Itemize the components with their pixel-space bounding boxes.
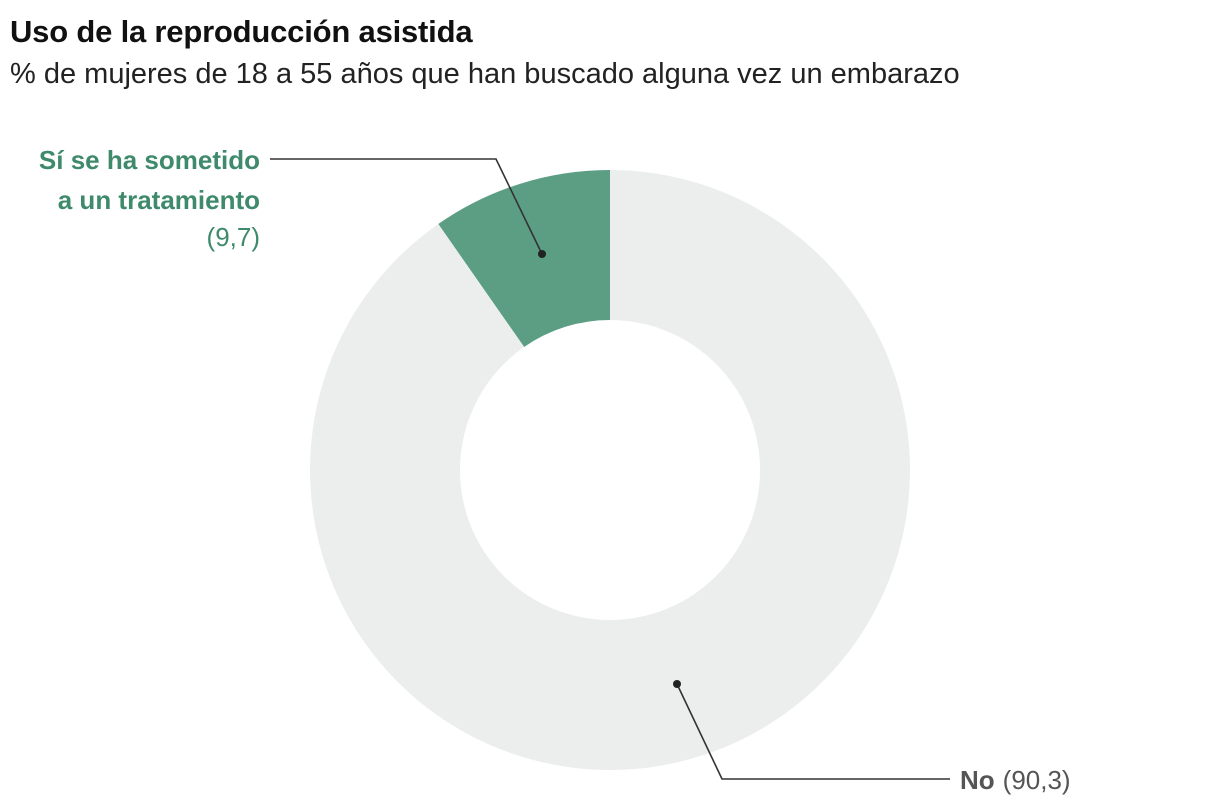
slice-label-no: No (90,3) (960, 765, 1071, 795)
slice-label-yes-line2: a un tratamiento (58, 185, 260, 215)
slice-label-no-name: No (960, 765, 995, 795)
leader-line-yes (270, 158, 543, 255)
slice-value-no: (90,3) (1003, 765, 1071, 795)
slice-no (310, 170, 911, 770)
leader-dot-yes (538, 250, 546, 258)
slice-yes (438, 170, 610, 348)
slices-group (310, 170, 911, 770)
chart-subtitle: % de mujeres de 18 a 55 años que han bus… (10, 58, 960, 90)
slice-label-yes-line1: Sí se ha sometido (39, 145, 260, 175)
annotations-group: Sí se ha sometido a un tratamiento (9,7)… (39, 145, 1071, 795)
chart-title: Uso de la reproducción asistida (10, 14, 473, 49)
leader-dot-no (673, 680, 681, 688)
slice-value-yes: (9,7) (207, 222, 260, 252)
leader-line-no (676, 683, 950, 780)
